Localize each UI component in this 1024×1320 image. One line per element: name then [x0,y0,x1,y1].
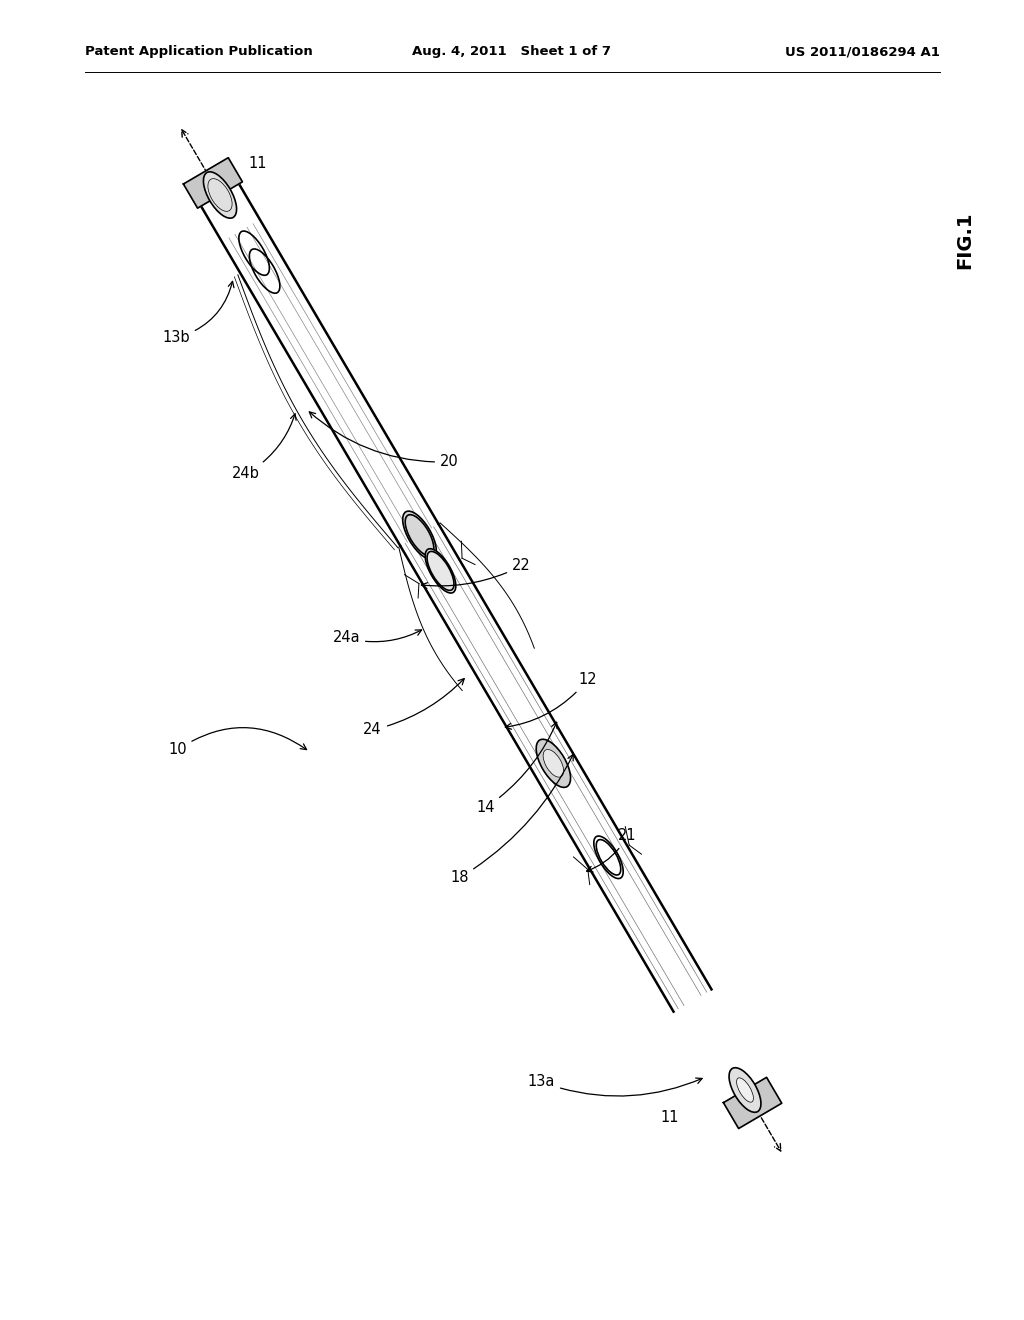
Ellipse shape [729,1068,761,1113]
Text: 21: 21 [587,829,637,873]
Text: 13b: 13b [163,281,233,346]
Ellipse shape [427,552,454,590]
Polygon shape [183,157,243,209]
Text: 10: 10 [168,727,306,758]
Text: 13a: 13a [527,1074,702,1096]
Ellipse shape [425,549,456,593]
Ellipse shape [543,750,563,777]
Text: US 2011/0186294 A1: US 2011/0186294 A1 [785,45,940,58]
Text: 14: 14 [476,722,557,816]
Text: 11: 11 [660,1110,679,1126]
Text: 22: 22 [421,558,530,589]
Polygon shape [723,1077,781,1129]
Text: 12: 12 [506,672,597,729]
Text: 18: 18 [450,755,573,886]
Ellipse shape [402,511,436,560]
Ellipse shape [736,1078,754,1102]
Text: 20: 20 [309,412,459,470]
Ellipse shape [204,172,237,218]
Ellipse shape [537,739,570,788]
Text: 24a: 24a [333,630,422,645]
Text: Patent Application Publication: Patent Application Publication [85,45,312,58]
Text: Aug. 4, 2011   Sheet 1 of 7: Aug. 4, 2011 Sheet 1 of 7 [413,45,611,58]
Text: 24b: 24b [232,413,296,482]
Text: FIG.1: FIG.1 [955,211,975,269]
Ellipse shape [406,515,434,556]
Text: 11: 11 [248,156,266,170]
Text: 24: 24 [364,678,464,738]
